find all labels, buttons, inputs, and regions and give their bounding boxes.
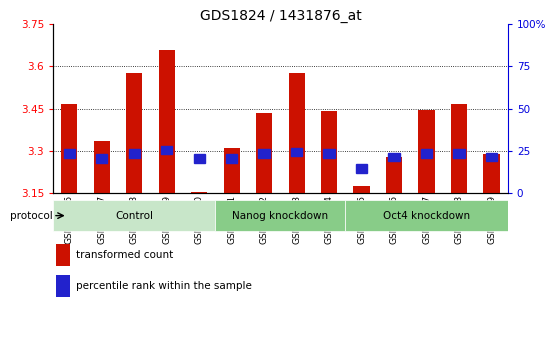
Bar <box>94 141 110 193</box>
Bar <box>418 110 435 193</box>
Bar <box>443 24 475 193</box>
Bar <box>126 73 142 193</box>
Bar <box>321 111 337 193</box>
Title: GDS1824 / 1431876_at: GDS1824 / 1431876_at <box>200 9 361 23</box>
Bar <box>61 105 78 193</box>
Bar <box>258 149 270 158</box>
Bar <box>280 24 313 193</box>
Bar <box>161 146 172 154</box>
Bar <box>410 24 443 193</box>
Bar <box>151 24 183 193</box>
Bar <box>158 50 175 193</box>
Text: Oct4 knockdown: Oct4 knockdown <box>383 211 470 220</box>
Bar <box>96 154 108 163</box>
Bar <box>118 24 151 193</box>
Bar <box>85 24 118 193</box>
Bar <box>56 275 70 297</box>
Bar <box>353 186 370 193</box>
Bar <box>194 154 205 163</box>
Text: Control: Control <box>115 211 153 220</box>
Bar <box>378 24 410 193</box>
Bar <box>291 148 302 156</box>
Bar <box>388 152 400 161</box>
Bar <box>64 149 75 158</box>
Bar <box>483 154 499 193</box>
Bar <box>453 149 465 158</box>
Bar <box>226 154 237 163</box>
Bar <box>183 24 215 193</box>
Bar <box>256 113 272 193</box>
Bar <box>313 24 345 193</box>
Bar <box>191 192 208 193</box>
Bar <box>215 24 248 193</box>
Text: transformed count: transformed count <box>76 250 173 260</box>
Text: protocol: protocol <box>10 211 53 220</box>
Bar <box>248 24 280 193</box>
Bar <box>421 149 432 158</box>
Bar <box>324 149 335 158</box>
Bar <box>215 200 345 231</box>
Bar <box>345 24 378 193</box>
Bar <box>56 244 70 266</box>
Bar <box>475 24 508 193</box>
Text: percentile rank within the sample: percentile rank within the sample <box>76 282 252 291</box>
Bar <box>451 105 467 193</box>
Bar <box>386 157 402 193</box>
Text: Nanog knockdown: Nanog knockdown <box>232 211 329 220</box>
Bar <box>345 200 508 231</box>
Bar <box>486 152 497 161</box>
Bar <box>356 165 367 173</box>
Bar <box>53 24 85 193</box>
Bar <box>288 73 305 193</box>
Bar <box>128 149 140 158</box>
Bar <box>224 148 240 193</box>
Bar <box>53 200 215 231</box>
